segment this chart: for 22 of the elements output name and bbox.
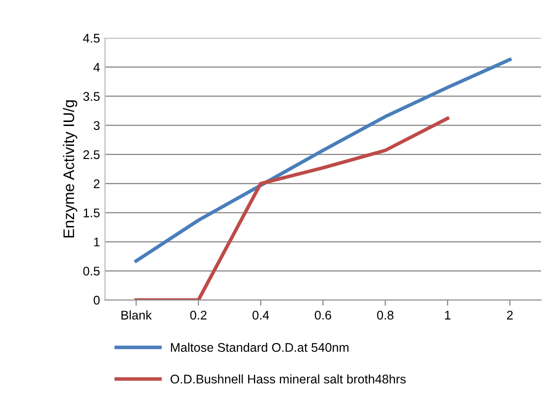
legend-label: O.D.Bushnell Hass mineral salt broth48hrs: [170, 374, 406, 384]
x-tick-label: 0.2: [190, 310, 206, 320]
y-tick-label: 1: [94, 238, 100, 246]
y-tick-label: 4.5: [83, 34, 100, 43]
y-tick-label: 2.5: [83, 150, 100, 160]
x-tick-label: 0.8: [377, 310, 394, 320]
y-tick-label: 0.5: [83, 266, 100, 276]
y-tick-label: 0: [94, 296, 100, 305]
x-tick-label: 0.6: [314, 310, 332, 320]
y-tick-label: 2: [94, 179, 100, 188]
line-series: [134, 58, 512, 263]
x-tick-label: 0.4: [252, 310, 270, 320]
x-tick-label: Blank: [122, 310, 152, 320]
line-series: [134, 116, 450, 300]
y-tick-label: 3.5: [83, 92, 100, 101]
y-axis-title: Enzyme Activity IU/g: [62, 100, 78, 238]
x-tick-label: 1: [445, 310, 450, 320]
legend-label: Maltose Standard O.D.at 540nm: [171, 342, 348, 352]
y-tick-label: 4: [93, 63, 100, 72]
y-tick-label: 3: [94, 121, 100, 130]
y-tick-label: 1.5: [84, 208, 100, 218]
x-tick-label: 2: [507, 310, 513, 320]
